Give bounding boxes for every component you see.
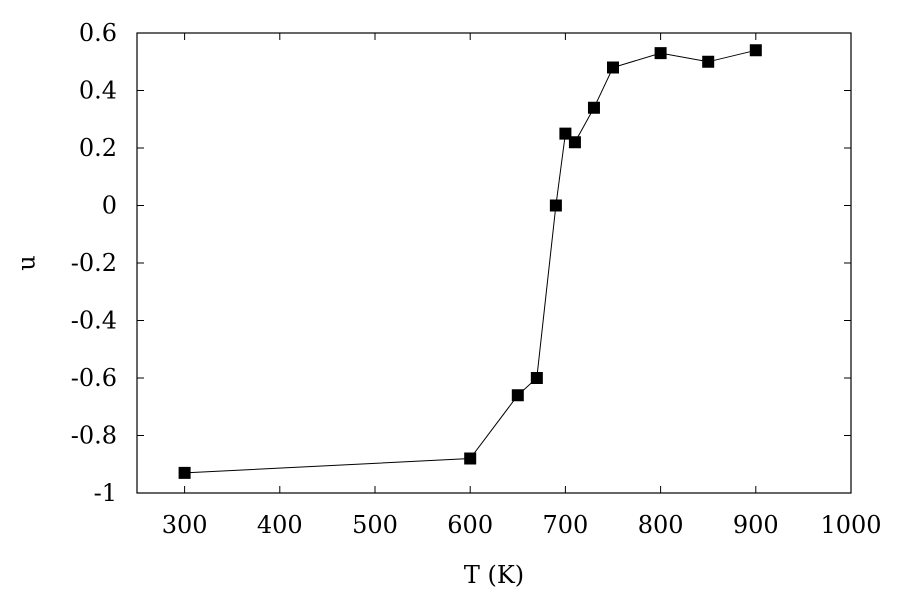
y-tick-label: -0.2 <box>71 249 117 277</box>
data-point-marker <box>587 101 600 114</box>
x-tick-label: 900 <box>733 511 779 539</box>
y-tick-label: -0.8 <box>71 422 117 450</box>
x-tick-label: 400 <box>257 511 303 539</box>
data-point-marker <box>607 61 619 74</box>
y-tick-label: 0.6 <box>79 19 117 47</box>
data-point-marker <box>559 127 572 140</box>
y-tick-label: -0.4 <box>71 307 117 335</box>
x-tick-label: 800 <box>638 511 684 539</box>
series-line <box>184 49 756 474</box>
data-point-marker <box>549 199 562 212</box>
data-point-marker <box>464 452 477 465</box>
y-axis-title: u <box>13 255 41 270</box>
x-axis-title: T (K) <box>464 561 524 589</box>
data-point-marker <box>749 44 762 57</box>
y-tick-label: 0.4 <box>79 77 117 105</box>
data-point-marker <box>568 136 581 149</box>
y-tick-label: 0.2 <box>79 134 117 162</box>
y-tick-label: 0 <box>102 192 117 220</box>
data-point-marker <box>178 466 191 479</box>
data-point-marker <box>511 389 524 402</box>
data-point-marker <box>654 47 667 60</box>
x-tick-label: 300 <box>162 511 208 539</box>
x-tick-label: 1000 <box>820 511 881 539</box>
x-tick-label: 600 <box>447 511 493 539</box>
x-tick-label: 500 <box>352 511 398 539</box>
plot-frame <box>136 32 852 494</box>
data-point-marker <box>530 372 543 384</box>
data-point-marker <box>702 55 715 68</box>
y-tick-label: -0.6 <box>71 364 117 392</box>
x-tick-label: 700 <box>542 511 588 539</box>
y-tick-label: -1 <box>94 479 117 507</box>
